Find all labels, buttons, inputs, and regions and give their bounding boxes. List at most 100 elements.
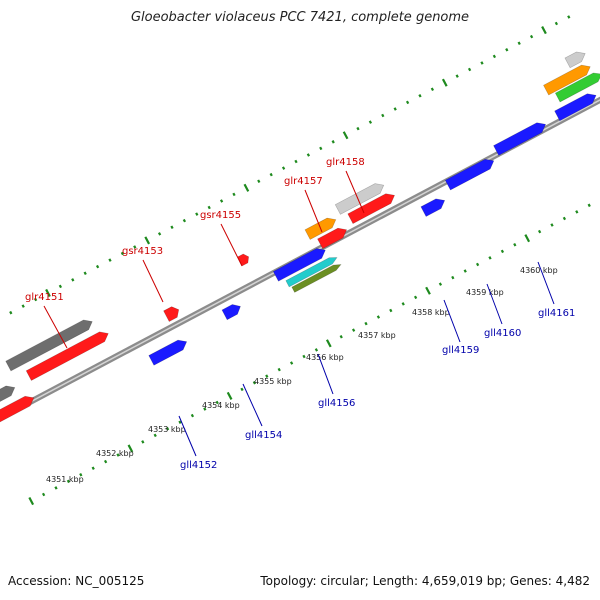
ruler-tick	[364, 321, 368, 326]
ruler-tick	[441, 78, 448, 87]
reverse-gene-label: gll4154	[245, 430, 282, 441]
ruler-tick	[430, 87, 435, 91]
ruler-tick	[58, 284, 63, 289]
reverse-leader-line	[242, 383, 263, 427]
ruler-tick	[178, 420, 182, 424]
ruler-tick	[455, 74, 459, 78]
ruler-tick	[265, 374, 269, 378]
gene-blue-gll4159	[420, 198, 446, 217]
ruler-tick	[45, 288, 51, 298]
ruler-tick	[133, 245, 137, 249]
ruler-tick	[71, 278, 75, 282]
forward-leader-line	[345, 170, 365, 214]
ruler-tick	[170, 225, 174, 230]
gene-blue-gll4160	[444, 158, 495, 191]
kbp-label: 4360 kbp	[520, 266, 558, 275]
ruler-tick	[306, 153, 311, 157]
ruler-tick	[425, 286, 431, 295]
ruler-tick	[116, 453, 120, 457]
ruler-tick	[475, 262, 480, 267]
ruler-tick	[393, 107, 397, 111]
gene-orange-right	[543, 64, 591, 96]
gene-red-gsr4153	[163, 306, 180, 322]
gene-red-gsr4155	[237, 253, 249, 267]
ruler-tick	[550, 223, 554, 227]
ruler-tick	[103, 459, 108, 464]
ruler-tick	[203, 407, 207, 411]
ruler-tick	[319, 146, 323, 151]
ruler-tick	[144, 236, 151, 245]
kbp-label: 4353 kbp	[148, 425, 186, 434]
gene-red-glr4158	[347, 193, 395, 224]
ruler-tick	[517, 41, 521, 45]
ruler-tick	[567, 15, 571, 19]
ruler-tick	[467, 67, 472, 72]
reverse-leader-line	[537, 261, 555, 305]
ruler-tick	[281, 166, 286, 170]
ruler-tick	[331, 140, 335, 144]
gene-blue-1	[272, 248, 326, 282]
ruler-tick	[66, 479, 71, 484]
ruler-tick	[240, 387, 244, 392]
forward-leader-line	[304, 189, 323, 233]
ruler-tick	[294, 159, 298, 164]
ruler-tick	[554, 21, 559, 26]
forward-leader-line	[220, 223, 243, 267]
gene-gray-2	[5, 319, 93, 372]
ruler-tick	[9, 310, 13, 315]
ruler-tick	[325, 339, 332, 348]
ruler-tick	[257, 179, 261, 183]
ruler-tick	[356, 126, 360, 131]
ruler-tick	[376, 315, 381, 319]
gene-gray-1	[0, 385, 16, 417]
ruler-tick	[537, 229, 542, 234]
ruler-tick	[342, 131, 349, 140]
kbp-label: 4359 kbp	[466, 288, 504, 297]
ruler-tick	[153, 433, 157, 438]
ruler-tick	[269, 172, 273, 177]
gene-red-1	[0, 395, 35, 433]
gene-cyan-gll4156	[285, 257, 338, 288]
reverse-gene-label: gll4161	[538, 308, 575, 319]
ruler-tick	[562, 216, 567, 221]
ruler-tick	[513, 242, 517, 247]
ruler-tick	[418, 94, 422, 98]
genome-backbone-highlight	[0, 99, 600, 419]
ruler-tick	[33, 297, 38, 302]
reverse-gene-label: gll4160	[484, 328, 521, 339]
reverse-leader-line	[486, 283, 503, 325]
gene-blue-gll4161	[554, 93, 597, 122]
ruler-tick	[207, 205, 211, 210]
ruler-tick	[289, 361, 294, 365]
ruler-tick	[451, 275, 455, 280]
genome-backbone	[0, 96, 600, 422]
genome-stats-text: Topology: circular; Length: 4,659,019 bp…	[260, 574, 590, 588]
gene-red-glr4157	[317, 227, 348, 250]
ruler-tick	[302, 354, 306, 359]
ruler-tick	[28, 497, 35, 506]
ruler-tick	[41, 492, 46, 497]
ruler-tick	[252, 381, 257, 385]
kbp-label: 4354 kbp	[202, 401, 240, 410]
genome-title: Gloeobacter violaceus PCC 7421, complete…	[130, 10, 470, 25]
ruler-tick	[368, 120, 373, 124]
gene-red-2	[25, 331, 109, 381]
ruler-tick	[83, 271, 87, 276]
ruler-tick	[389, 308, 393, 313]
reverse-gene-label: gll4152	[180, 460, 217, 471]
ruler-tick	[500, 249, 505, 254]
kbp-label: 4351 kbp	[46, 475, 84, 484]
ruler-tick	[120, 251, 125, 256]
ruler-tick	[463, 269, 467, 273]
reverse-leader-line	[443, 299, 461, 343]
ruler-tick	[480, 61, 484, 65]
ruler-tick	[127, 444, 134, 453]
ruler-tick	[277, 367, 281, 372]
ruler-tick	[351, 328, 356, 332]
ruler-tick	[339, 335, 343, 339]
kbp-label: 4356 kbp	[306, 353, 344, 362]
ruler-tick	[226, 391, 233, 400]
ruler-tick	[314, 348, 319, 352]
forward-gene-label: glr4158	[326, 157, 365, 168]
gene-lightgray-glr4158	[334, 183, 385, 215]
